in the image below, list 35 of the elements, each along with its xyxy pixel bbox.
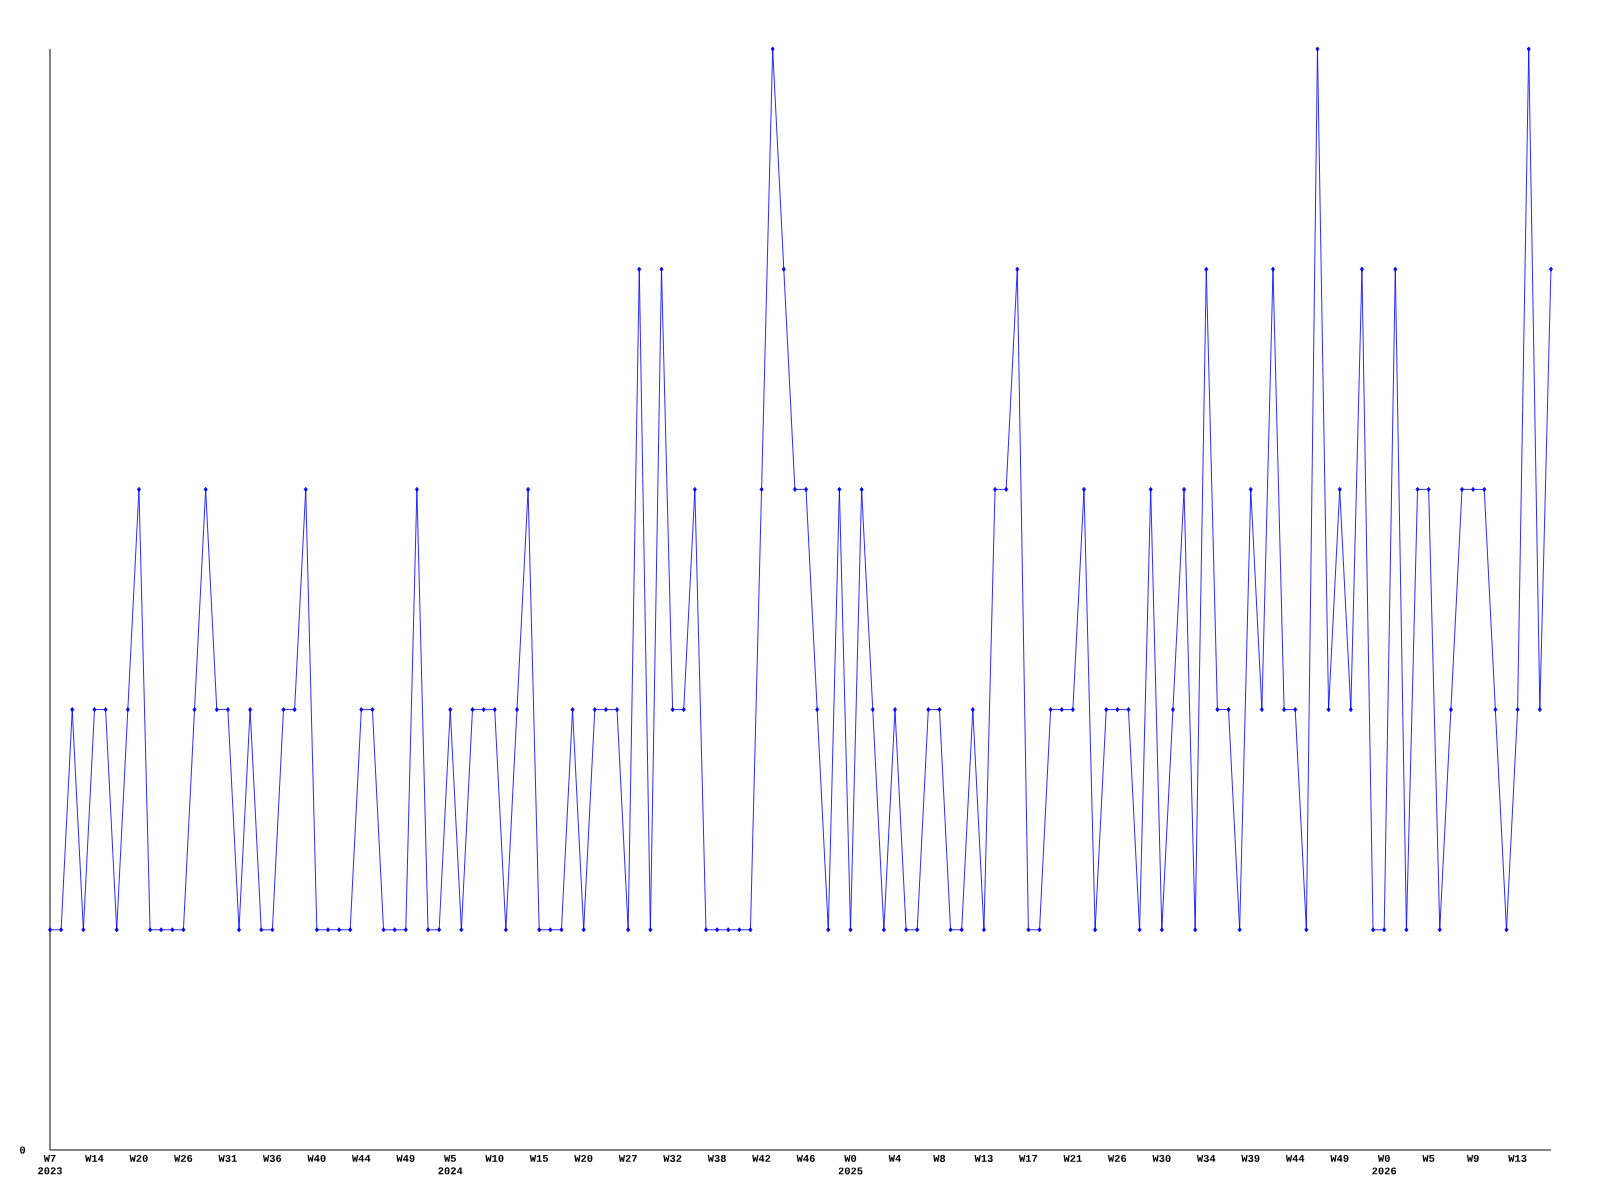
x-tick-label: W27 <box>618 1154 637 1162</box>
x-tick-label: W4 <box>888 1154 901 1162</box>
x-tick-label: W13 <box>1508 1154 1527 1162</box>
x-tick-label: W44 <box>351 1154 371 1162</box>
x-tick-label: W7 2023 <box>38 1154 62 1175</box>
x-tick-label: W49 <box>1330 1154 1349 1162</box>
x-tick-label: W34 <box>1196 1154 1216 1162</box>
x-tick-label: W39 <box>1241 1154 1260 1162</box>
x-tick-label: W26 <box>174 1154 193 1162</box>
x-tick-label: W49 <box>396 1154 415 1162</box>
x-tick-label: W17 <box>1019 1154 1038 1162</box>
x-tick-label: W14 <box>85 1154 104 1162</box>
x-tick-label: W42 <box>752 1154 771 1162</box>
x-tick-label: W38 <box>707 1154 726 1162</box>
x-tick-label: W31 <box>218 1154 237 1162</box>
x-tick-label: W5 <box>1422 1154 1435 1162</box>
x-tick-label: W32 <box>663 1154 682 1162</box>
x-tick-label: W30 <box>1152 1154 1171 1162</box>
x-tick-label: W0 2025 <box>838 1154 863 1175</box>
x-tick-label: W20 <box>129 1154 148 1162</box>
x-tick-label: W36 <box>262 1154 282 1162</box>
x-tick-label: W26 <box>1107 1154 1127 1162</box>
text: 0 <box>19 1146 26 1154</box>
x-tick-label: W10 <box>485 1154 504 1162</box>
x-tick-label: W44 <box>1285 1154 1305 1162</box>
x-tick-label: W9 <box>1466 1154 1479 1162</box>
x-tick-label: W8 <box>933 1154 946 1162</box>
x-tick-label: W5 2024 <box>438 1154 463 1175</box>
x-tick-label: W21 <box>1063 1154 1082 1162</box>
x-tick-label: W13 <box>974 1154 993 1162</box>
x-tick-label: W0 2026 <box>1372 1154 1397 1175</box>
x-tick-label: W20 <box>574 1154 593 1162</box>
x-tick-label: W40 <box>307 1154 326 1162</box>
x-tick-label: W15 <box>529 1154 549 1162</box>
x-tick-label: W46 <box>796 1154 815 1162</box>
